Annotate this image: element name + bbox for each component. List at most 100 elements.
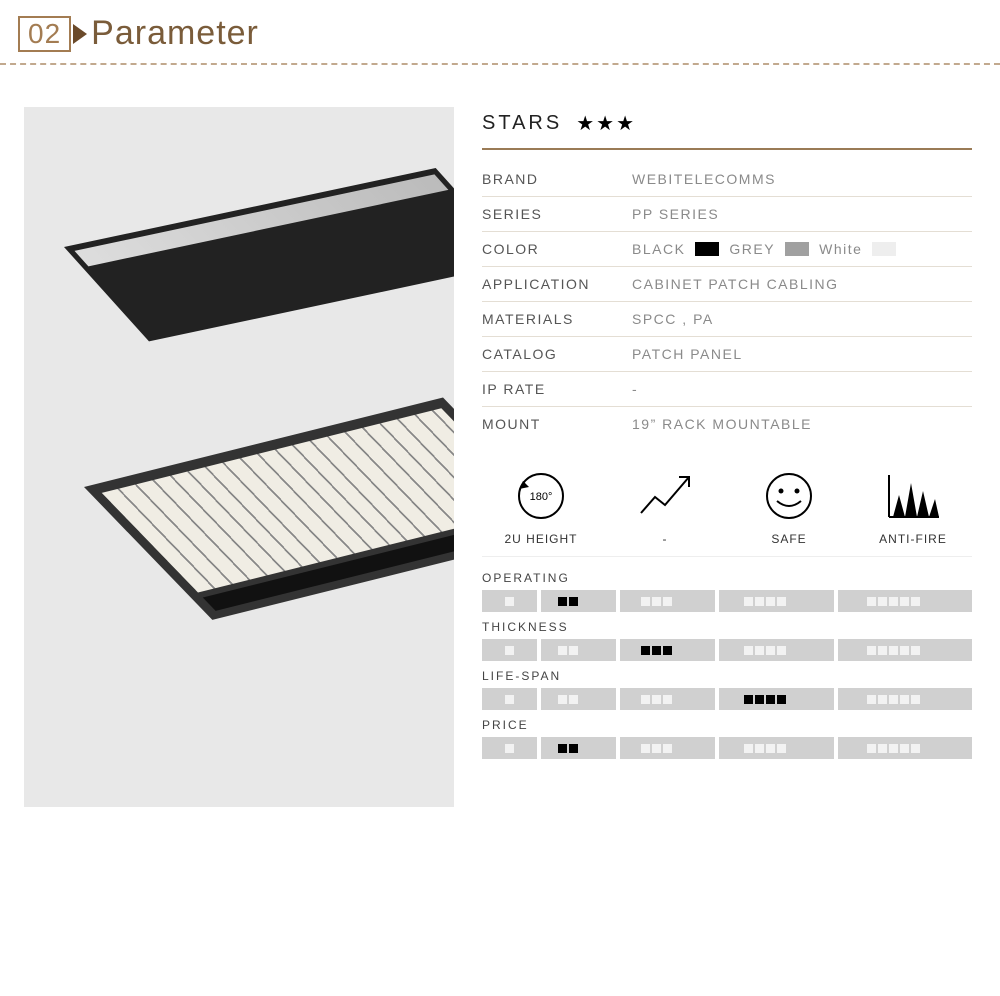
spec-row: APPLICATIONCABINET PATCH CABLING (482, 267, 972, 302)
rating-segment (838, 590, 972, 612)
rating-label: OPERATING (482, 571, 972, 585)
rating-dot (652, 695, 661, 704)
spec-label: CATALOG (482, 346, 632, 362)
feature-icons-row: 180°2U HEIGHT-SAFEANTI-FIRE (482, 469, 972, 557)
spec-row: BRANDWEBITELECOMMS (482, 162, 972, 197)
trend-icon (610, 469, 720, 528)
rating-dot (900, 597, 909, 606)
rating-row: THICKNESS (482, 620, 972, 661)
peaks-icon (858, 469, 968, 528)
feature-item: - (610, 469, 720, 546)
svg-text:180°: 180° (530, 491, 553, 503)
rating-bar (482, 639, 972, 661)
spec-value: BLACKGREYWhite (632, 241, 972, 257)
product-image-column (24, 107, 454, 807)
rating-segment (482, 639, 537, 661)
stars-value: ★★★ (576, 111, 636, 136)
spec-label: BRAND (482, 171, 632, 187)
spec-row: IP RATE- (482, 372, 972, 407)
spec-value: 19” RACK MOUNTABLE (632, 416, 972, 432)
color-name: White (819, 241, 862, 257)
rating-dot (744, 695, 753, 704)
rating-dot (663, 646, 672, 655)
spec-value: - (632, 381, 972, 397)
rating-dot (558, 744, 567, 753)
rating-dot (777, 744, 786, 753)
triangle-icon (73, 24, 87, 44)
rating-segment (482, 688, 537, 710)
rating-dot (889, 695, 898, 704)
feature-item: 180°2U HEIGHT (486, 469, 596, 546)
rating-segment (620, 688, 715, 710)
rating-segment (541, 737, 616, 759)
rating-dot (878, 646, 887, 655)
rating-dot (766, 646, 775, 655)
color-swatch (872, 242, 896, 256)
rating-segment (541, 639, 616, 661)
rating-segment (541, 590, 616, 612)
rating-dot (663, 744, 672, 753)
rating-segment (719, 639, 834, 661)
rating-dot (505, 646, 514, 655)
rating-dot (641, 597, 650, 606)
spec-label: MOUNT (482, 416, 632, 432)
rating-dot (900, 744, 909, 753)
spec-value: WEBITELECOMMS (632, 171, 972, 187)
spec-label: SERIES (482, 206, 632, 222)
rating-dot (744, 597, 753, 606)
section-header: 02 Parameter (0, 0, 1000, 63)
rotate-icon: 180° (486, 469, 596, 528)
rating-dot (652, 597, 661, 606)
rating-segment (719, 737, 834, 759)
rating-dot (744, 646, 753, 655)
smile-icon (734, 469, 844, 528)
rating-dot (505, 695, 514, 704)
rating-dot (766, 597, 775, 606)
spec-column: STARS ★★★ BRANDWEBITELECOMMSSERIESPP SER… (482, 107, 972, 807)
rating-dot (777, 646, 786, 655)
rating-dot (867, 744, 876, 753)
rating-row: OPERATING (482, 571, 972, 612)
rating-dot (777, 695, 786, 704)
rating-dot (755, 695, 764, 704)
spec-table: BRANDWEBITELECOMMSSERIESPP SERIESCOLORBL… (482, 162, 972, 441)
rating-dot (641, 646, 650, 655)
rating-dot (878, 597, 887, 606)
rating-dot (569, 695, 578, 704)
rating-label: LIFE-SPAN (482, 669, 972, 683)
rating-segment (620, 639, 715, 661)
rating-segment (719, 688, 834, 710)
rating-dot (889, 597, 898, 606)
rating-dot (558, 646, 567, 655)
rating-dot (867, 695, 876, 704)
rating-dot (558, 695, 567, 704)
spec-label: APPLICATION (482, 276, 632, 292)
rating-dot (569, 646, 578, 655)
rating-bar (482, 590, 972, 612)
patch-panel-front-illustration (64, 168, 454, 341)
rating-dot (911, 744, 920, 753)
color-swatch (695, 242, 719, 256)
rating-dot (911, 695, 920, 704)
rating-dot (900, 695, 909, 704)
rating-dot (889, 744, 898, 753)
rating-segment (482, 737, 537, 759)
rating-dot (569, 597, 578, 606)
rating-dot (744, 744, 753, 753)
rating-dot (777, 597, 786, 606)
rating-dot (755, 597, 764, 606)
spec-label: IP RATE (482, 381, 632, 397)
rating-dot (867, 646, 876, 655)
spec-row: COLORBLACKGREYWhite (482, 232, 972, 267)
rating-segment (620, 590, 715, 612)
feature-item: SAFE (734, 469, 844, 546)
spec-label: COLOR (482, 241, 632, 257)
rating-dot (558, 597, 567, 606)
rating-dot (652, 646, 661, 655)
rating-dot (663, 597, 672, 606)
rating-dot (878, 744, 887, 753)
rating-dot (766, 744, 775, 753)
spec-row: SERIESPP SERIES (482, 197, 972, 232)
color-swatch (785, 242, 809, 256)
rating-segment (838, 737, 972, 759)
